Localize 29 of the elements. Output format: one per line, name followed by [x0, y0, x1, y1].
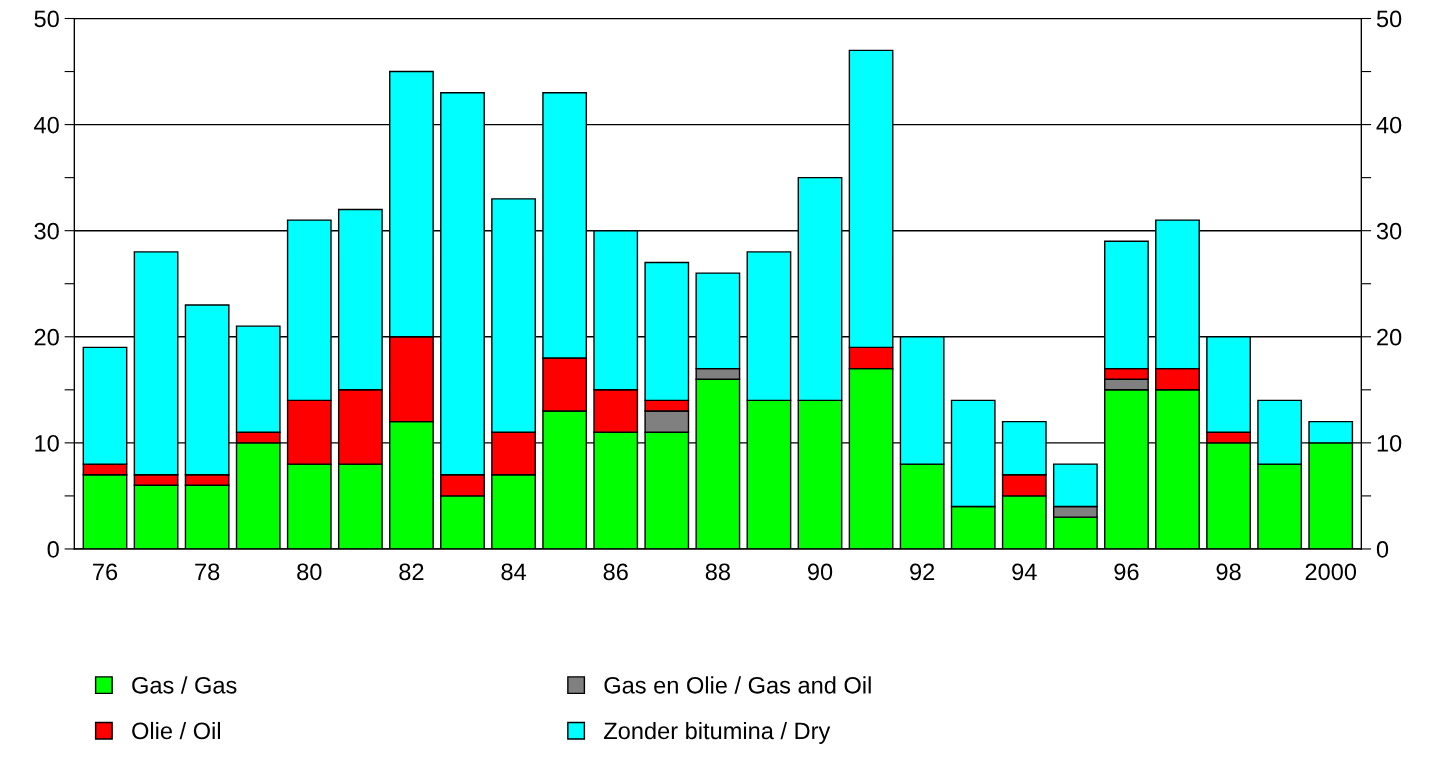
y2-tick-label: 50: [1376, 10, 1402, 28]
legend-label: Olie / Oil: [132, 721, 220, 740]
y-tick-label: 50: [34, 10, 59, 28]
x-tick-label: 80: [297, 563, 322, 581]
y2-tick-label: 0: [1376, 541, 1389, 558]
x-tick-label: 86: [603, 563, 628, 581]
x-tick-label: 2000: [1305, 563, 1357, 581]
legend-label: Gas / Gas: [132, 676, 237, 694]
y-tick-label: 0: [47, 541, 59, 558]
x-tick-label: 84: [501, 563, 527, 581]
x-tick-label: 94: [1012, 563, 1037, 581]
x-tick-label: 78: [195, 563, 220, 581]
y-tick-label: 30: [34, 222, 59, 240]
x-tick-label: 96: [1114, 563, 1139, 581]
y-tick-label: 40: [34, 116, 59, 134]
y2-tick-label: 40: [1376, 116, 1402, 134]
x-tick-label: 76: [93, 563, 118, 581]
x-tick-label: 82: [399, 563, 424, 581]
x-tick-label: 88: [705, 563, 730, 581]
y2-tick-label: 10: [1377, 434, 1402, 452]
legend-label: Zonder bitumina / Dry: [604, 721, 831, 744]
y2-tick-label: 20: [1377, 328, 1402, 346]
legend-label: Gas en Olie / Gas and Oil: [604, 676, 871, 694]
y-tick-label: 20: [34, 328, 59, 346]
y2-tick-label: 30: [1376, 222, 1402, 240]
x-tick-label: 92: [910, 563, 935, 581]
x-tick-label: 90: [807, 563, 833, 581]
x-tick-label: 98: [1216, 563, 1241, 581]
y-tick-label: 10: [35, 434, 59, 452]
